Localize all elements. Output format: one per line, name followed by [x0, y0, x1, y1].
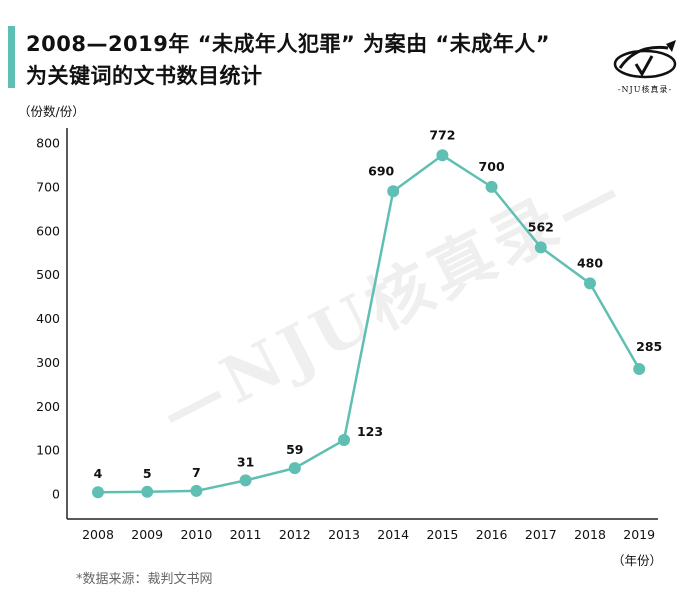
x-tick-label: 2019 — [623, 527, 655, 542]
data-label: 772 — [429, 127, 455, 142]
data-point — [338, 434, 350, 447]
y-tick-label: 400 — [36, 311, 60, 326]
data-point — [239, 474, 252, 487]
data-point — [436, 149, 449, 162]
data-label: 7 — [192, 465, 201, 480]
data-label: 59 — [286, 442, 303, 457]
y-tick-label: 800 — [36, 136, 60, 151]
data-label: 285 — [636, 339, 662, 354]
y-tick-label: 100 — [36, 443, 60, 458]
data-point — [141, 485, 154, 498]
y-tick-label: 700 — [36, 179, 60, 194]
data-point — [584, 277, 596, 290]
data-point — [387, 185, 400, 198]
title-accent-bar — [8, 26, 15, 88]
y-tick-label: 0 — [52, 487, 60, 502]
x-tick-label: 2017 — [525, 527, 557, 542]
data-label: 4 — [94, 466, 103, 481]
y-tick-label: 200 — [36, 399, 60, 414]
y-tick-label: 500 — [36, 267, 60, 282]
data-point — [633, 362, 646, 375]
x-tick-label: 2015 — [426, 527, 458, 542]
data-label: 700 — [479, 159, 505, 174]
nju-logo-icon — [613, 40, 677, 79]
x-tick-label: 2008 — [82, 527, 114, 542]
data-label: 562 — [528, 219, 554, 234]
x-axis-label: （年份） — [612, 553, 662, 568]
data-point — [534, 241, 547, 254]
data-label: 5 — [143, 466, 152, 481]
data-label: 31 — [237, 454, 254, 469]
chart-title-line-1: 2008—2019年 “未成年人犯罪” 为案由 “未成年人” — [26, 32, 551, 56]
data-point — [92, 486, 104, 499]
x-tick-label: 2018 — [574, 527, 606, 542]
data-point — [288, 462, 301, 475]
chart-title-line-2: 为关键词的文书数目统计 — [26, 64, 263, 88]
logo-text: -NJU核真录- — [617, 85, 673, 94]
x-tick-label: 2011 — [230, 527, 262, 542]
data-label: 690 — [368, 163, 394, 178]
x-tick-label: 2009 — [131, 527, 163, 542]
data-source-note: *数据来源：裁判文书网 — [76, 572, 213, 587]
series-line — [97, 154, 641, 494]
y-axis-label: （份数/份） — [18, 104, 85, 119]
x-tick-label: 2016 — [476, 527, 508, 542]
data-point — [485, 180, 498, 193]
data-point — [190, 484, 203, 497]
x-tick-label: 2010 — [180, 527, 212, 542]
y-tick-label: 300 — [36, 355, 60, 370]
data-label: 480 — [577, 255, 603, 270]
x-tick-label: 2012 — [279, 527, 311, 542]
x-tick-label: 2013 — [328, 527, 360, 542]
x-tick-label: 2014 — [377, 527, 409, 542]
y-tick-label: 600 — [36, 223, 60, 238]
data-label: 123 — [357, 424, 383, 439]
